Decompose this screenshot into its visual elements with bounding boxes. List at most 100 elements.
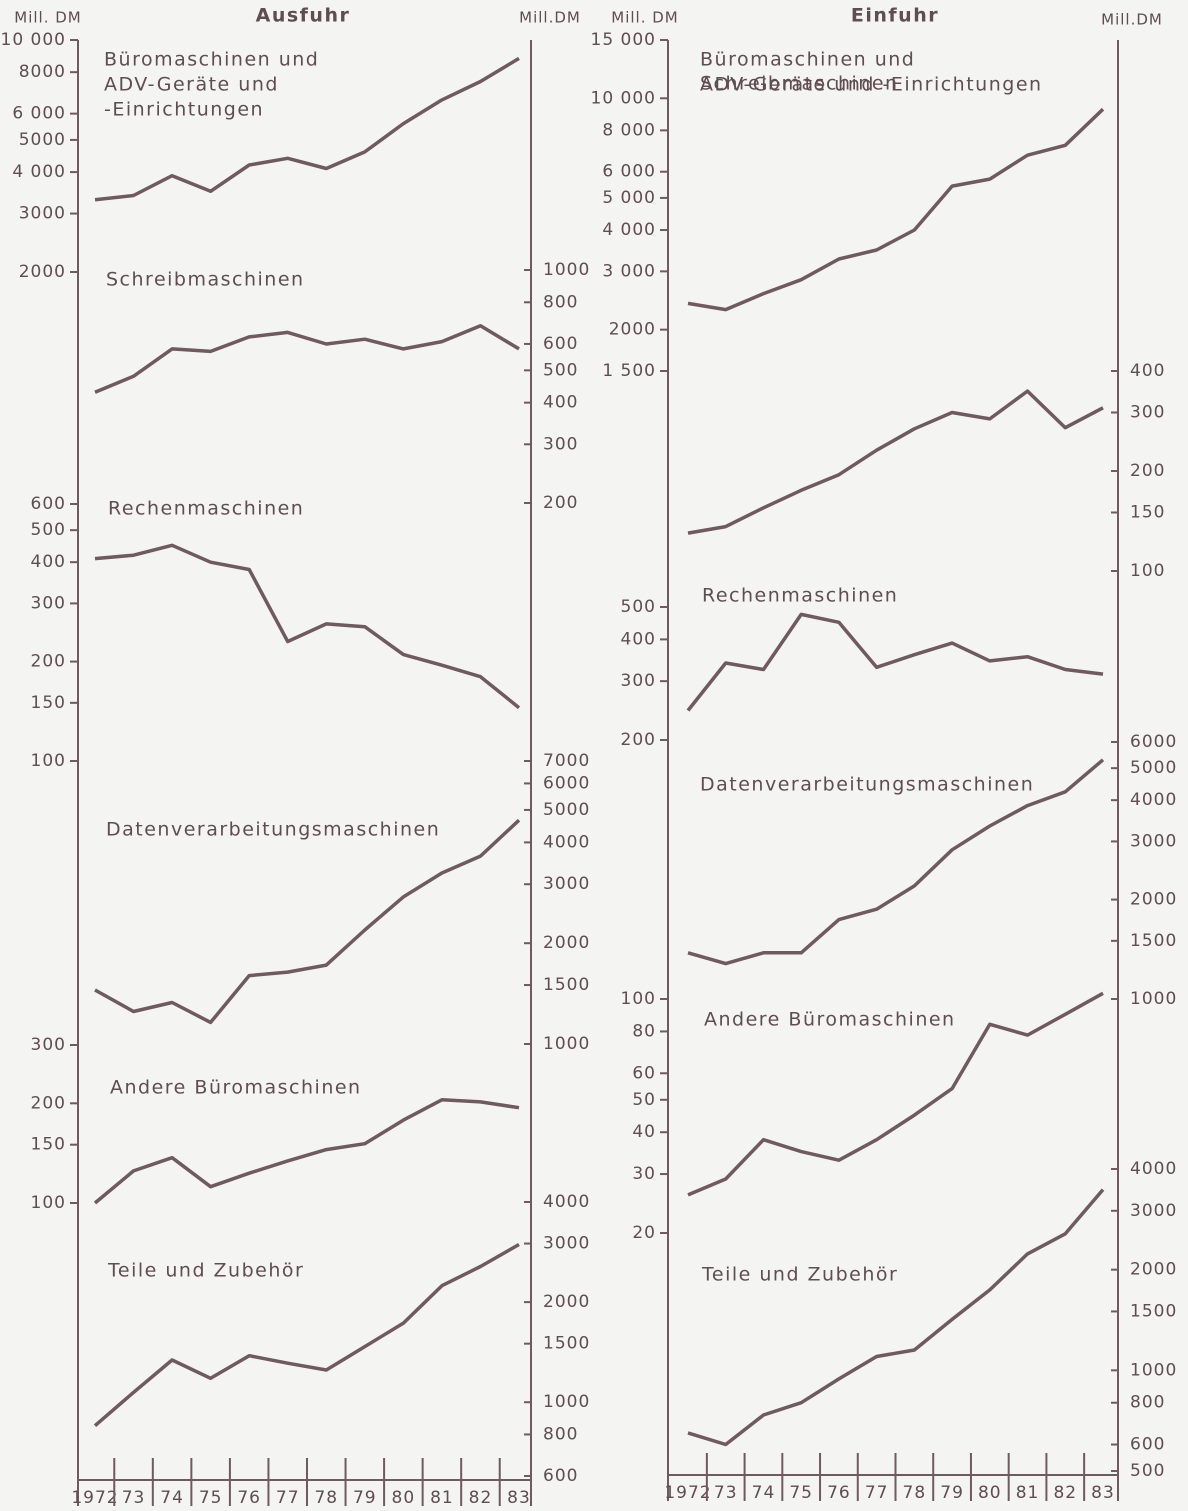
y2-tick-label: 800 xyxy=(1130,1393,1165,1413)
x-tick-label: 73 xyxy=(122,1488,146,1508)
y2-tick-label: 4000 xyxy=(1130,790,1177,810)
y2-tick-label: 6000 xyxy=(543,773,590,793)
y2-tick-label: 1000 xyxy=(1130,989,1177,1009)
series-line xyxy=(94,543,521,710)
y2-tick-label: 1500 xyxy=(1130,931,1177,951)
y2-tick-label: 500 xyxy=(1130,1461,1165,1481)
y2-tick-label: 1500 xyxy=(543,975,590,995)
series-line xyxy=(687,389,1104,535)
y-tick-label: 5000 xyxy=(19,130,66,150)
x-tick-label: 80 xyxy=(392,1488,416,1508)
series-label: Rechenmaschinen xyxy=(108,498,304,520)
series-label: Datenverarbeitungsmaschinen xyxy=(700,774,1034,796)
x-tick-label: 80 xyxy=(978,1483,1002,1503)
y-tick-label: 150 xyxy=(31,1135,66,1155)
y-tick-label: 10 000 xyxy=(1,30,66,50)
x-tick-label: 76 xyxy=(237,1488,261,1508)
y-tick-label: 3000 xyxy=(19,204,66,224)
y-tick-label: 100 xyxy=(31,1193,66,1213)
series-line xyxy=(93,1098,520,1205)
x-tick-label: 73 xyxy=(714,1483,738,1503)
series-line xyxy=(93,1242,520,1428)
y-tick-label: 30 xyxy=(632,1164,656,1184)
y2-tick-label: 2000 xyxy=(543,933,590,953)
series-label: -Einrichtungen xyxy=(104,99,264,121)
y-tick-label: 40 xyxy=(632,1122,656,1142)
series-line xyxy=(687,758,1105,966)
y-tick-label: 60 xyxy=(632,1063,656,1083)
x-tick-label: 83 xyxy=(507,1488,531,1508)
y-tick-label: 2000 xyxy=(19,262,66,282)
y2-tick-label: 600 xyxy=(543,1466,578,1486)
y2-tick-label: 3000 xyxy=(543,874,590,894)
y2-tick-label: 1000 xyxy=(543,260,590,280)
y2-tick-label: 600 xyxy=(1130,1435,1165,1455)
x-tick-label: 77 xyxy=(865,1483,889,1503)
series-line xyxy=(687,107,1105,312)
y2-tick-label: 500 xyxy=(543,360,578,380)
y-tick-label: 300 xyxy=(31,1035,66,1055)
x-tick-label: 76 xyxy=(827,1483,851,1503)
series-label: ADV-Geräte und xyxy=(104,74,279,96)
y-tick-label: 200 xyxy=(31,652,66,672)
y2-tick-label: 800 xyxy=(543,292,578,312)
x-tick-label: 82 xyxy=(469,1488,493,1508)
y-tick-label: 400 xyxy=(621,629,656,649)
y2-tick-label: 200 xyxy=(1130,461,1165,481)
y-tick-label: 4 000 xyxy=(602,220,656,240)
series-label: Rechenmaschinen xyxy=(702,585,898,607)
y-tick-label: 8000 xyxy=(19,62,66,82)
series-label: Teile und Zubehör xyxy=(701,1264,898,1286)
x-tick-label: 81 xyxy=(1016,1483,1040,1503)
series-label: Datenverarbeitungsmaschinen xyxy=(106,819,440,841)
x-tick-label: 75 xyxy=(199,1488,223,1508)
y-axis-label: Mill. DM xyxy=(14,9,81,27)
x-tick-label: 83 xyxy=(1091,1483,1115,1503)
y2-tick-label: 300 xyxy=(1130,403,1165,423)
y-tick-label: 500 xyxy=(31,520,66,540)
x-tick-label: 75 xyxy=(789,1483,813,1503)
y2-tick-label: 100 xyxy=(1130,561,1165,581)
chart-title: Einfuhr xyxy=(851,5,939,27)
y-tick-label: 6 000 xyxy=(12,104,66,124)
series-label: Andere Büromaschinen xyxy=(110,1077,362,1099)
y-tick-label: 8 000 xyxy=(602,120,656,140)
series-line xyxy=(687,991,1104,1197)
y-tick-label: 600 xyxy=(31,494,66,514)
y2-tick-label: 1000 xyxy=(543,1392,590,1412)
y2-tick-label: 400 xyxy=(543,393,578,413)
y-tick-label: 4 000 xyxy=(12,162,66,182)
series-label: Teile und Zubehör xyxy=(107,1260,304,1282)
y2-tick-label: 600 xyxy=(543,334,578,354)
y-tick-label: 200 xyxy=(31,1093,66,1113)
y-tick-label: 400 xyxy=(31,552,66,572)
y-tick-label: 80 xyxy=(632,1021,656,1041)
y2-tick-label: 200 xyxy=(543,493,578,513)
y2-tick-label: 3000 xyxy=(1130,831,1177,851)
x-tick-label: 78 xyxy=(903,1483,927,1503)
y2-tick-label: 2000 xyxy=(1130,890,1177,910)
y-tick-label: 20 xyxy=(632,1223,656,1243)
y-tick-label: 5 000 xyxy=(602,188,656,208)
y2-tick-label: 2000 xyxy=(1130,1260,1177,1280)
series-label: Schreibmaschinen xyxy=(106,269,305,291)
series-label: ADV-Geräte und -Einrichtungen xyxy=(700,74,1043,96)
series-line xyxy=(94,818,521,1025)
y2-tick-label: 4000 xyxy=(1130,1159,1177,1179)
x-tick-label: 82 xyxy=(1053,1483,1077,1503)
y2-tick-label: 1000 xyxy=(1130,1360,1177,1380)
y2-tick-label: 6000 xyxy=(1130,732,1177,752)
y-tick-label: 100 xyxy=(621,989,656,1009)
x-tick-label: 77 xyxy=(276,1488,300,1508)
y2-tick-label: 3000 xyxy=(1130,1201,1177,1221)
y-tick-label: 1 500 xyxy=(602,361,656,381)
x-tick-label: 74 xyxy=(160,1488,184,1508)
series-label: Büromaschinen und xyxy=(104,49,319,71)
x-tick-label: 74 xyxy=(752,1483,776,1503)
y-tick-label: 300 xyxy=(31,593,66,613)
x-tick-label: 79 xyxy=(353,1488,377,1508)
y-tick-label: 3 000 xyxy=(602,261,656,281)
y2-tick-label: 7000 xyxy=(543,751,590,771)
y2-tick-label: 2000 xyxy=(543,1292,590,1312)
